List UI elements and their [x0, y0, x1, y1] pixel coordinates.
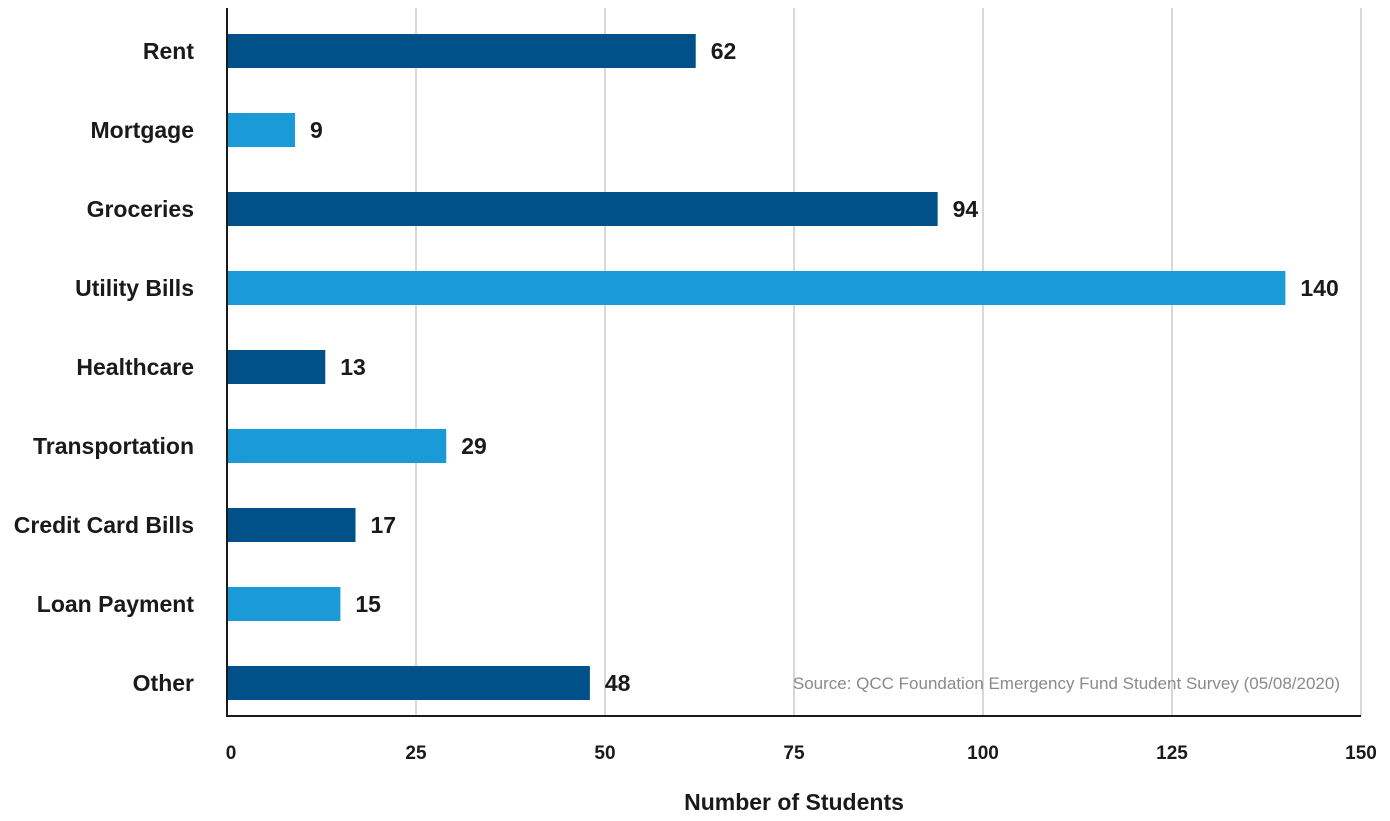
- value-label-healthcare: 13: [340, 354, 366, 380]
- bar-rent: [227, 34, 696, 68]
- value-label-loan-payment: 15: [355, 591, 381, 617]
- x-tick-labels: 0 25 50 75 100 125 150: [226, 743, 1377, 764]
- category-label-utility-bills: Utility Bills: [75, 275, 194, 301]
- category-label-healthcare: Healthcare: [76, 354, 194, 380]
- bar-mortgage: [227, 113, 296, 147]
- bars: [227, 34, 1286, 700]
- bar-transportation: [227, 429, 447, 463]
- value-label-mortgage: 9: [310, 117, 323, 143]
- gridlines: [415, 8, 1362, 716]
- category-labels: Rent Mortgage Groceries Utility Bills Health…: [14, 38, 195, 696]
- x-tick-label-0: 0: [226, 743, 237, 764]
- category-label-mortgage: Mortgage: [91, 117, 195, 143]
- bar-groceries: [227, 192, 938, 226]
- x-tick-label-150: 150: [1345, 743, 1377, 764]
- category-label-loan-payment: Loan Payment: [37, 591, 195, 617]
- axes: [226, 8, 1361, 717]
- value-label-other: 48: [605, 670, 631, 696]
- category-label-transportation: Transportation: [33, 433, 194, 459]
- x-tick-label-125: 125: [1156, 743, 1188, 764]
- bar-healthcare: [227, 350, 326, 384]
- source-annotation: Source: QCC Foundation Emergency Fund St…: [793, 674, 1340, 693]
- value-labels: 62 9 94 140 13 29 17 15 48: [310, 38, 1339, 696]
- category-label-groceries: Groceries: [87, 196, 194, 222]
- x-tick-label-100: 100: [967, 743, 999, 764]
- category-label-credit-card-bills: Credit Card Bills: [14, 512, 194, 538]
- value-label-credit-card-bills: 17: [371, 512, 397, 538]
- category-label-rent: Rent: [143, 38, 194, 64]
- bar-loan-payment: [227, 587, 341, 621]
- bar-credit-card-bills: [227, 508, 356, 542]
- bar-other: [227, 666, 590, 700]
- bar-utility-bills: [227, 271, 1286, 305]
- x-axis-title: Number of Students: [684, 789, 904, 815]
- value-label-utility-bills: 140: [1300, 275, 1338, 301]
- value-label-groceries: 94: [953, 196, 979, 222]
- x-tick-label-75: 75: [783, 743, 805, 764]
- x-tick-label-25: 25: [405, 743, 427, 764]
- value-label-transportation: 29: [461, 433, 487, 459]
- value-label-rent: 62: [711, 38, 737, 64]
- x-tick-label-50: 50: [594, 743, 615, 764]
- category-label-other: Other: [133, 670, 194, 696]
